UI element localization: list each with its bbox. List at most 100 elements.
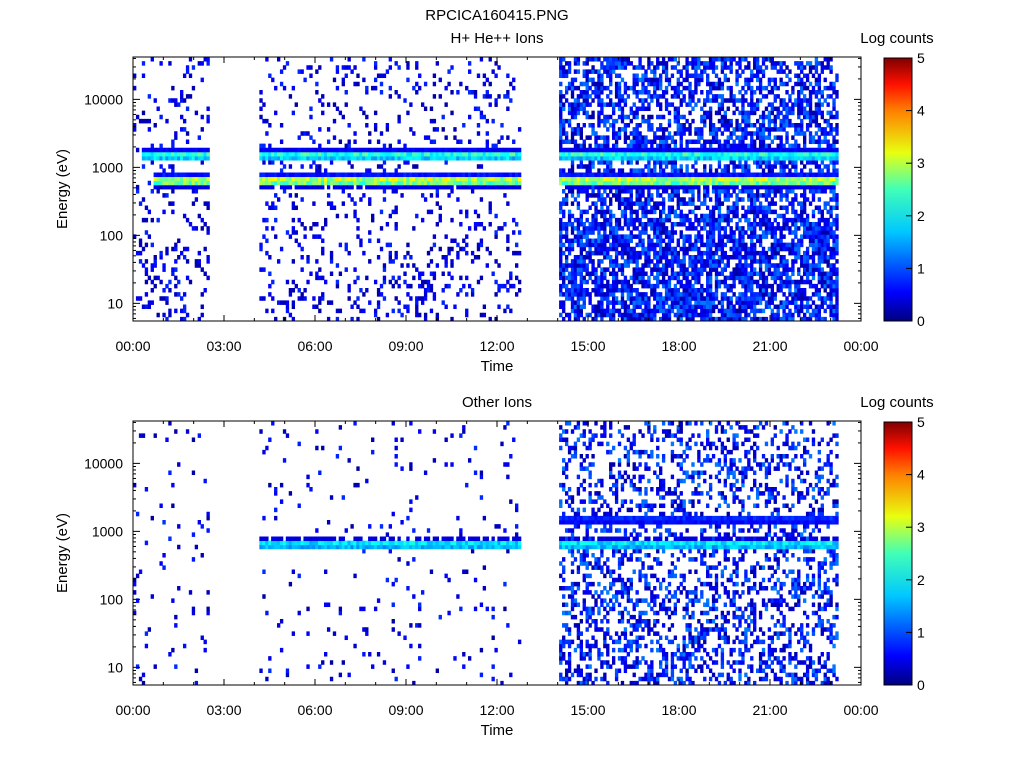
spectrogram-cell [720,176,725,182]
spectrogram-cell [611,288,616,293]
spectrogram-cell [664,106,669,112]
spectrogram-cell [200,176,204,182]
spectrogram-cell [344,180,348,186]
spectrogram-cell [353,156,357,161]
spectrogram-cell [206,151,210,157]
spectrogram-cell [682,263,686,268]
spectrogram-cell [717,205,722,211]
spectrogram-cell [597,197,601,202]
spectrogram-cell [779,164,783,169]
spectrogram-cell [279,139,284,145]
spectrogram-cell [729,135,733,140]
spectrogram-cell [626,151,631,157]
spectrogram-cell [447,193,451,198]
spectrogram-cell [300,180,304,186]
spectrogram-cell [635,255,639,260]
spectrogram-cell [741,267,745,272]
spectrogram-cell [603,246,607,252]
spectrogram-cell [620,267,625,272]
spectrogram-cell [753,65,757,70]
spectrogram-cell [723,283,727,289]
spectrogram-cell [706,110,710,116]
spectrogram-cell [738,279,742,285]
spectrogram-cell [661,279,666,285]
spectrogram-cell [329,201,334,206]
spectrogram-cell [726,168,730,173]
spectrogram-cell [188,180,193,186]
spectrogram-cell [509,180,513,186]
spectrogram-cell [641,205,645,211]
spectrogram-cell [656,234,660,239]
spectrogram-cell [620,77,625,83]
spectrogram-cell [650,61,654,66]
spectrogram-cell [591,147,595,153]
spectrogram-cell [667,184,672,190]
spectrogram-cell [271,151,275,157]
spectrogram-cell [353,300,357,305]
spectrogram-cell [515,176,519,182]
spectrogram-cell [603,176,607,182]
spectrogram-cell [585,69,589,74]
spectrogram-cell [603,242,607,248]
spectrogram-cell [717,127,722,132]
spectrogram-cell [182,176,187,182]
spectrogram-cell [150,57,154,62]
spectrogram-cell [429,147,434,153]
spectrogram-cell [711,316,716,322]
spectrogram-cell [738,275,742,281]
spectrogram-cell [688,172,692,178]
spectrogram-cell [750,69,754,74]
spectrogram-cell [694,139,698,145]
spectrogram-cell [582,123,586,128]
spectrogram-cell [735,176,739,182]
spectrogram-cell [708,222,713,227]
spectrogram-cell [435,201,440,206]
spectrogram-cell [708,156,713,161]
spectrogram-cell [174,151,178,157]
spectrogram-cell [700,263,704,268]
spectrogram-cell [656,147,660,153]
spectrogram-cell [679,259,683,264]
spectrogram-cell [714,217,719,223]
spectrogram-cell [626,114,631,120]
spectrogram-cell [509,156,513,161]
spectrogram-cell [344,156,348,161]
spectrogram-cell [632,222,636,227]
spectrogram-cell [326,176,331,182]
spectrogram-cell [159,143,163,149]
spectrogram-cell [632,77,636,83]
spectrogram-cell [659,172,663,178]
spectrogram-cell [723,255,727,260]
spectrogram-cell [717,139,722,145]
spectrogram-cell [512,283,516,289]
spectrogram-cell [606,209,610,215]
spectrogram-cell [656,238,660,244]
spectrogram-cell [150,189,154,194]
spectrogram-cell [350,69,354,74]
spectrogram-cell [579,292,583,297]
spectrogram-cell [303,77,307,83]
spectrogram-cell [758,288,763,293]
spectrogram-cell [614,189,619,194]
spectrogram-cell [591,189,595,194]
spectrogram-cell [582,143,586,149]
spectrogram-cell [291,172,296,178]
spectrogram-cell [711,172,716,178]
spectrogram-cell [741,151,745,157]
spectrogram-cell [570,77,575,83]
spectrogram-cell [444,172,448,178]
spectrogram-cell [585,288,589,293]
spectrogram-cell [397,94,401,99]
spectrogram-cell [679,73,683,79]
spectrogram-cell [447,147,451,153]
spectrogram-cell [697,77,701,83]
spectrogram-cell [385,151,390,157]
spectrogram-cell [133,123,137,128]
spectrogram-cell [585,189,589,194]
spectrogram-cell [726,172,730,178]
spectrogram-cell [741,242,745,248]
spectrogram-cell [162,267,166,272]
spectrogram-cell [262,184,266,190]
spectrogram-cell [347,288,351,293]
spectrogram-cell [656,283,660,289]
